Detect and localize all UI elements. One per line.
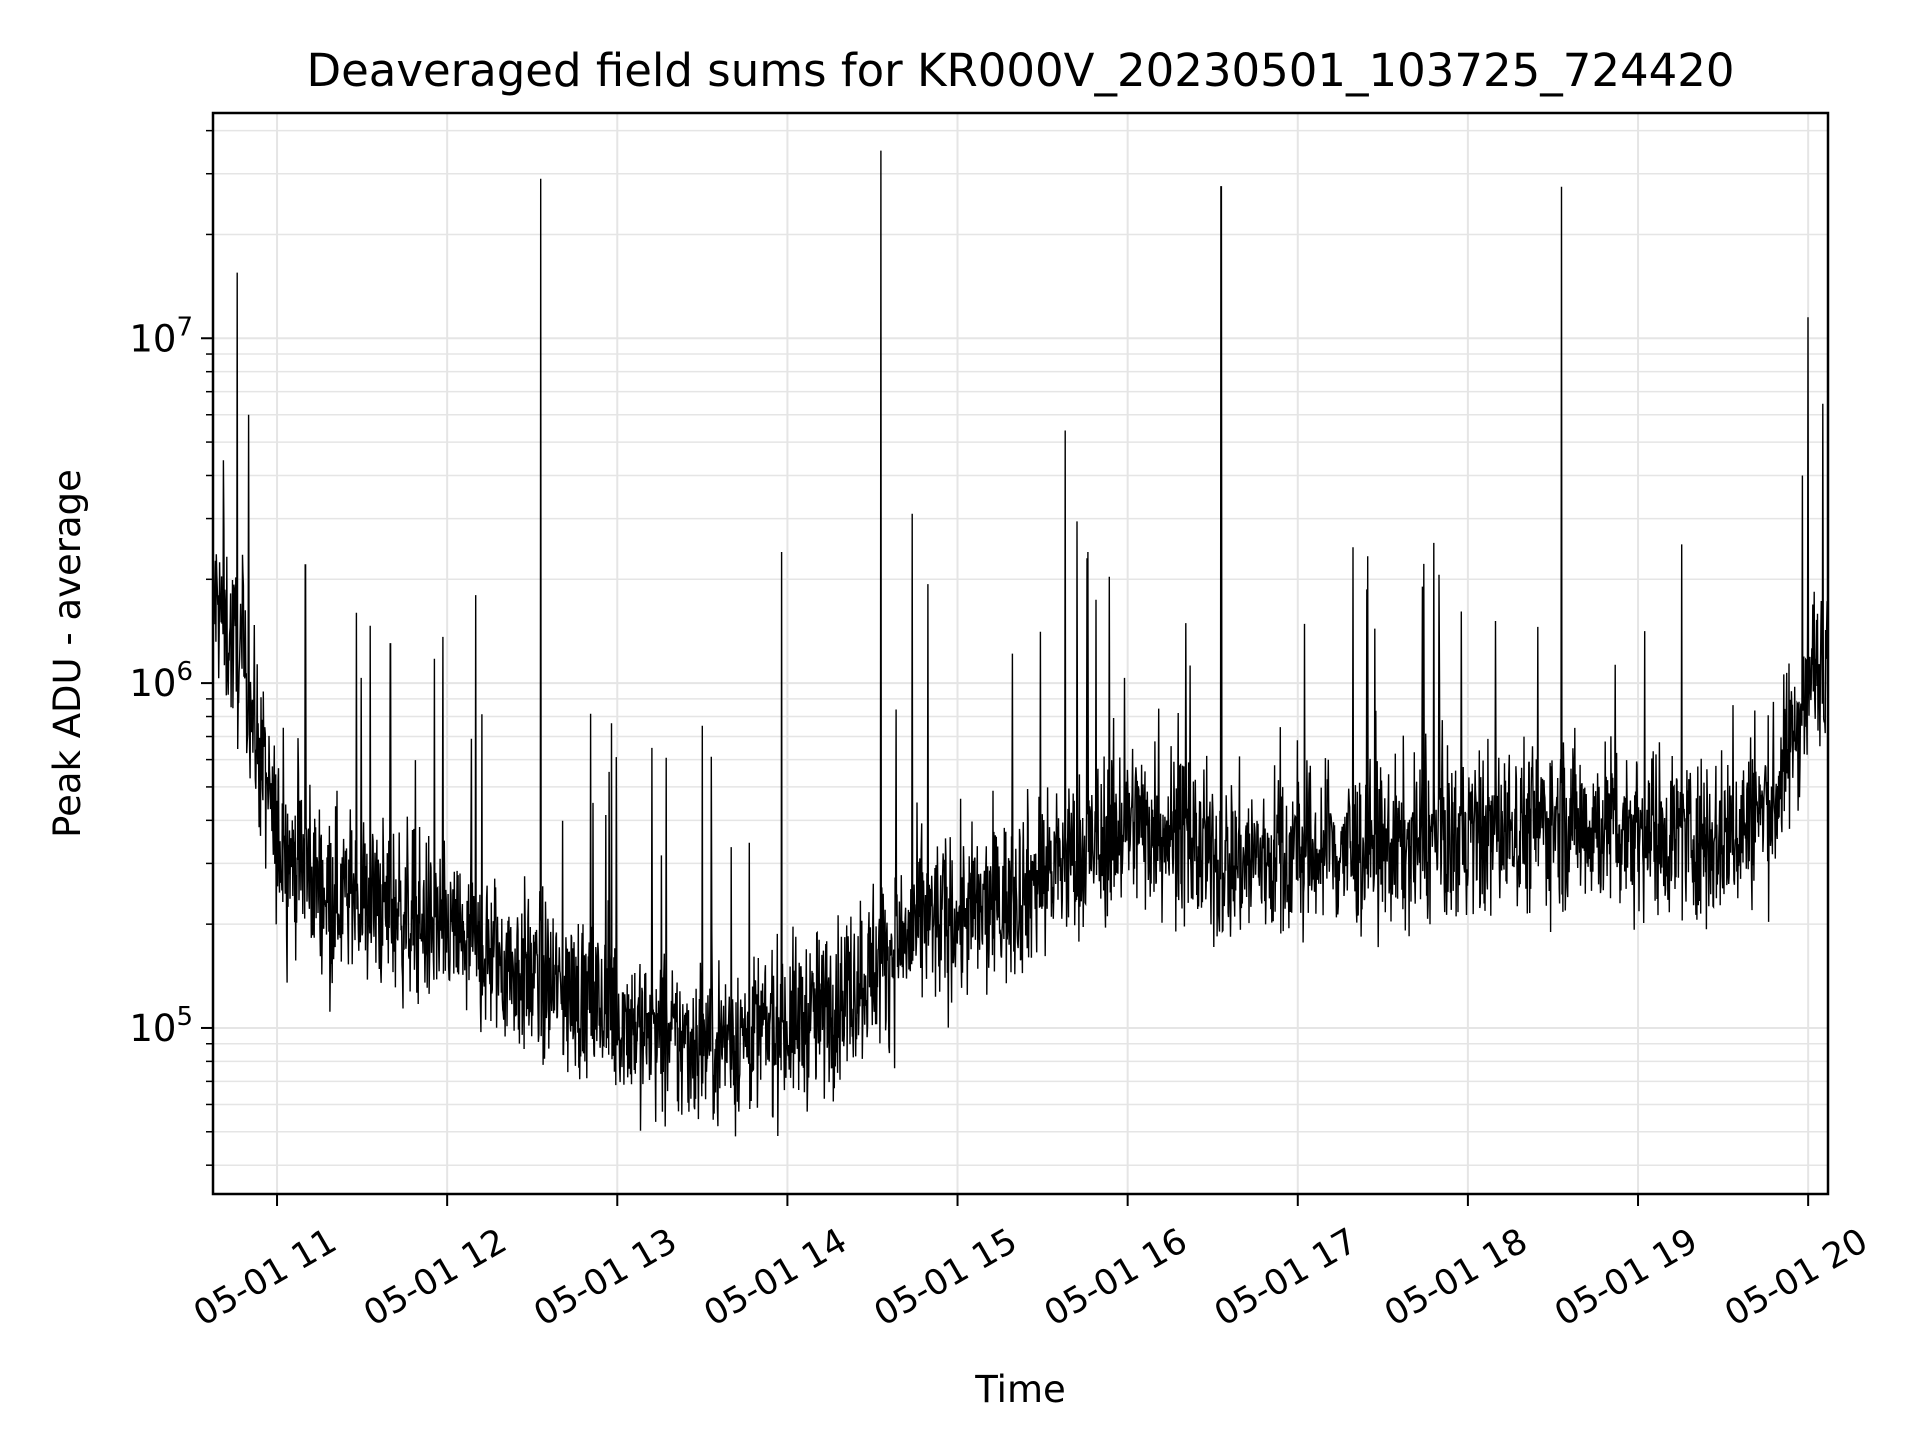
series-line [212,150,1829,1137]
series-group [212,150,1829,1137]
y-tick-label: 106 [129,657,193,705]
y-tick-label: 105 [129,1002,193,1050]
y-axis: 105 106 107 [129,129,213,1166]
chart-title: Deaveraged field sums for KR000V_2023050… [306,44,1734,97]
x-axis-label: Time [974,1368,1066,1411]
y-axis-label: Peak ADU - average [46,469,89,838]
y-tick-label: 107 [129,312,193,360]
plot-frame [211,111,1830,1196]
